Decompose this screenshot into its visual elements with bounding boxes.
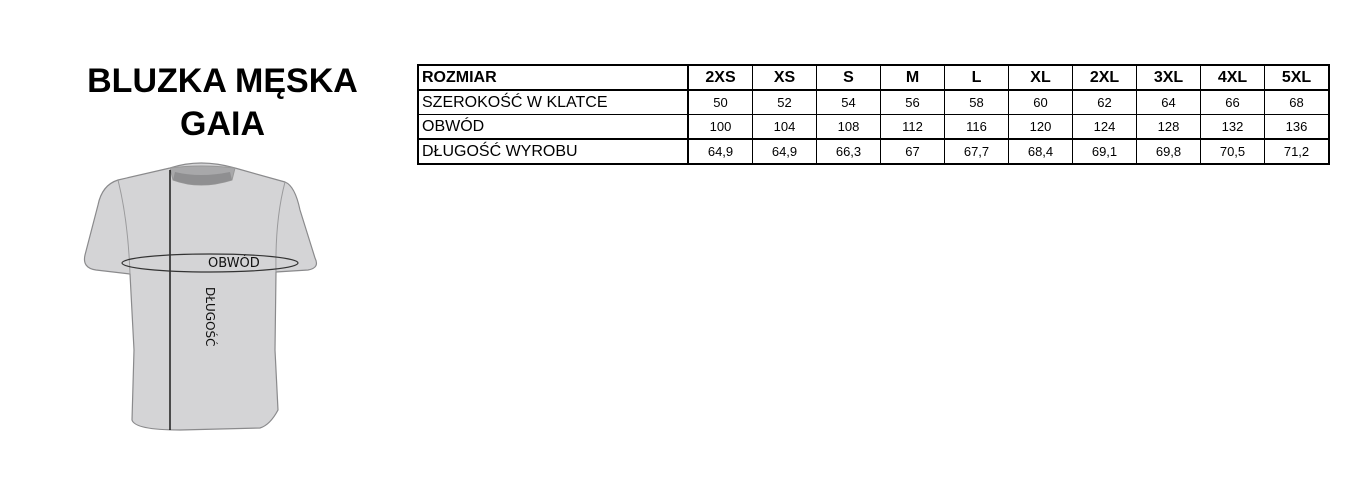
title-line-1: BLUZKA MĘSKA bbox=[87, 62, 358, 100]
title-line-2: GAIA bbox=[180, 105, 265, 143]
cell: 52 bbox=[752, 89, 817, 115]
cell: 66,3 bbox=[816, 138, 881, 165]
table-row: SZEROKOŚĆ W KLATCE 50 52 54 56 58 60 62 … bbox=[417, 89, 1330, 115]
tshirt-diagram: OBWÓD DŁUGOŚĆ bbox=[83, 162, 318, 431]
cell: 64,9 bbox=[752, 138, 817, 165]
size-header: 5XL bbox=[1264, 64, 1330, 91]
cell: 64 bbox=[1136, 89, 1201, 115]
cell: 112 bbox=[880, 114, 945, 140]
girth-ellipse bbox=[121, 253, 299, 273]
cell: 136 bbox=[1264, 114, 1330, 140]
header-label: ROZMIAR bbox=[417, 64, 689, 91]
cell: 71,2 bbox=[1264, 138, 1330, 165]
cell: 100 bbox=[687, 114, 753, 140]
size-chart-table: ROZMIAR 2XS XS S M L XL 2XL 3XL 4XL 5XL … bbox=[417, 64, 1330, 165]
size-header: L bbox=[944, 64, 1009, 91]
row-label: SZEROKOŚĆ W KLATCE bbox=[417, 89, 689, 115]
cell: 67,7 bbox=[944, 138, 1009, 165]
size-header: XS bbox=[752, 64, 817, 91]
cell: 132 bbox=[1200, 114, 1265, 140]
cell: 58 bbox=[944, 89, 1009, 115]
cell: 54 bbox=[816, 89, 881, 115]
size-header: S bbox=[816, 64, 881, 91]
row-label: DŁUGOŚĆ WYROBU bbox=[417, 138, 689, 165]
size-header: 4XL bbox=[1200, 64, 1265, 91]
cell: 67 bbox=[880, 138, 945, 165]
cell: 70,5 bbox=[1200, 138, 1265, 165]
cell: 62 bbox=[1072, 89, 1137, 115]
cell: 68 bbox=[1264, 89, 1330, 115]
size-header: M bbox=[880, 64, 945, 91]
cell: 69,8 bbox=[1136, 138, 1201, 165]
table-row: OBWÓD 100 104 108 112 116 120 124 128 13… bbox=[417, 114, 1330, 140]
cell: 104 bbox=[752, 114, 817, 140]
table-header-row: ROZMIAR 2XS XS S M L XL 2XL 3XL 4XL 5XL bbox=[417, 64, 1330, 91]
size-header: XL bbox=[1008, 64, 1073, 91]
cell: 68,4 bbox=[1008, 138, 1073, 165]
cell: 64,9 bbox=[687, 138, 753, 165]
size-header: 2XL bbox=[1072, 64, 1137, 91]
cell: 108 bbox=[816, 114, 881, 140]
size-header: 2XS bbox=[687, 64, 753, 91]
cell: 60 bbox=[1008, 89, 1073, 115]
cell: 120 bbox=[1008, 114, 1073, 140]
size-header: 3XL bbox=[1136, 64, 1201, 91]
length-label: DŁUGOŚĆ bbox=[203, 287, 218, 347]
girth-label: OBWÓD bbox=[208, 255, 260, 271]
cell: 69,1 bbox=[1072, 138, 1137, 165]
cell: 56 bbox=[880, 89, 945, 115]
table-row: DŁUGOŚĆ WYROBU 64,9 64,9 66,3 67 67,7 68… bbox=[417, 138, 1330, 165]
product-title: BLUZKA MĘSKA GAIA bbox=[60, 60, 385, 146]
tshirt-body bbox=[83, 162, 318, 431]
cell: 116 bbox=[944, 114, 1009, 140]
cell: 124 bbox=[1072, 114, 1137, 140]
cell: 66 bbox=[1200, 89, 1265, 115]
row-label: OBWÓD bbox=[417, 114, 689, 140]
cell: 50 bbox=[687, 89, 753, 115]
cell: 128 bbox=[1136, 114, 1201, 140]
